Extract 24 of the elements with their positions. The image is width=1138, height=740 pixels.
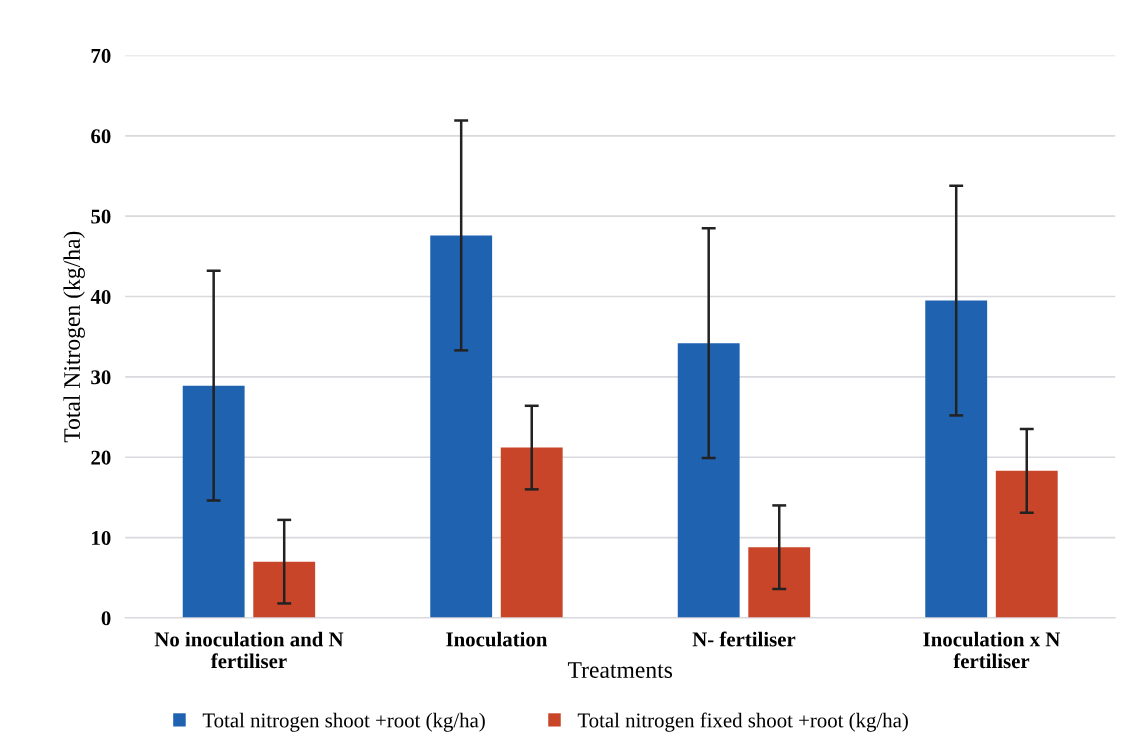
x-tick-label: Inoculation x N fertiliser — [923, 631, 1061, 669]
bar — [677, 343, 740, 618]
y-tick-label: 50 — [91, 209, 111, 224]
y-tick-label: 40 — [90, 289, 111, 304]
y-tick-label: 70 — [91, 48, 111, 63]
y-tick-label: 30 — [91, 370, 111, 385]
legend-label: Total nitrogen fixed shoot +root (kg/ha) — [577, 712, 908, 732]
bar — [925, 300, 988, 618]
y-tick-label: 60 — [91, 129, 111, 144]
y-tick-label: 10 — [92, 530, 111, 545]
y-tick-label: 20 — [91, 450, 111, 465]
y-axis-title: Total Nitrogen (kg/ha) — [63, 231, 85, 443]
bar — [500, 447, 563, 618]
x-axis-title: Treatments — [567, 662, 673, 678]
x-tick-label: Inoculation — [446, 631, 548, 647]
bar — [182, 385, 245, 618]
y-tick-label: 0 — [101, 611, 111, 626]
bar — [995, 470, 1058, 618]
x-tick-label: No inoculation and N fertiliser — [154, 631, 344, 669]
bar — [253, 561, 316, 618]
x-tick-label: N- fertiliser — [692, 631, 796, 647]
legend-label: Total nitrogen shoot +root (kg/ha) — [202, 712, 485, 732]
bar — [748, 547, 811, 618]
bar — [430, 235, 493, 618]
